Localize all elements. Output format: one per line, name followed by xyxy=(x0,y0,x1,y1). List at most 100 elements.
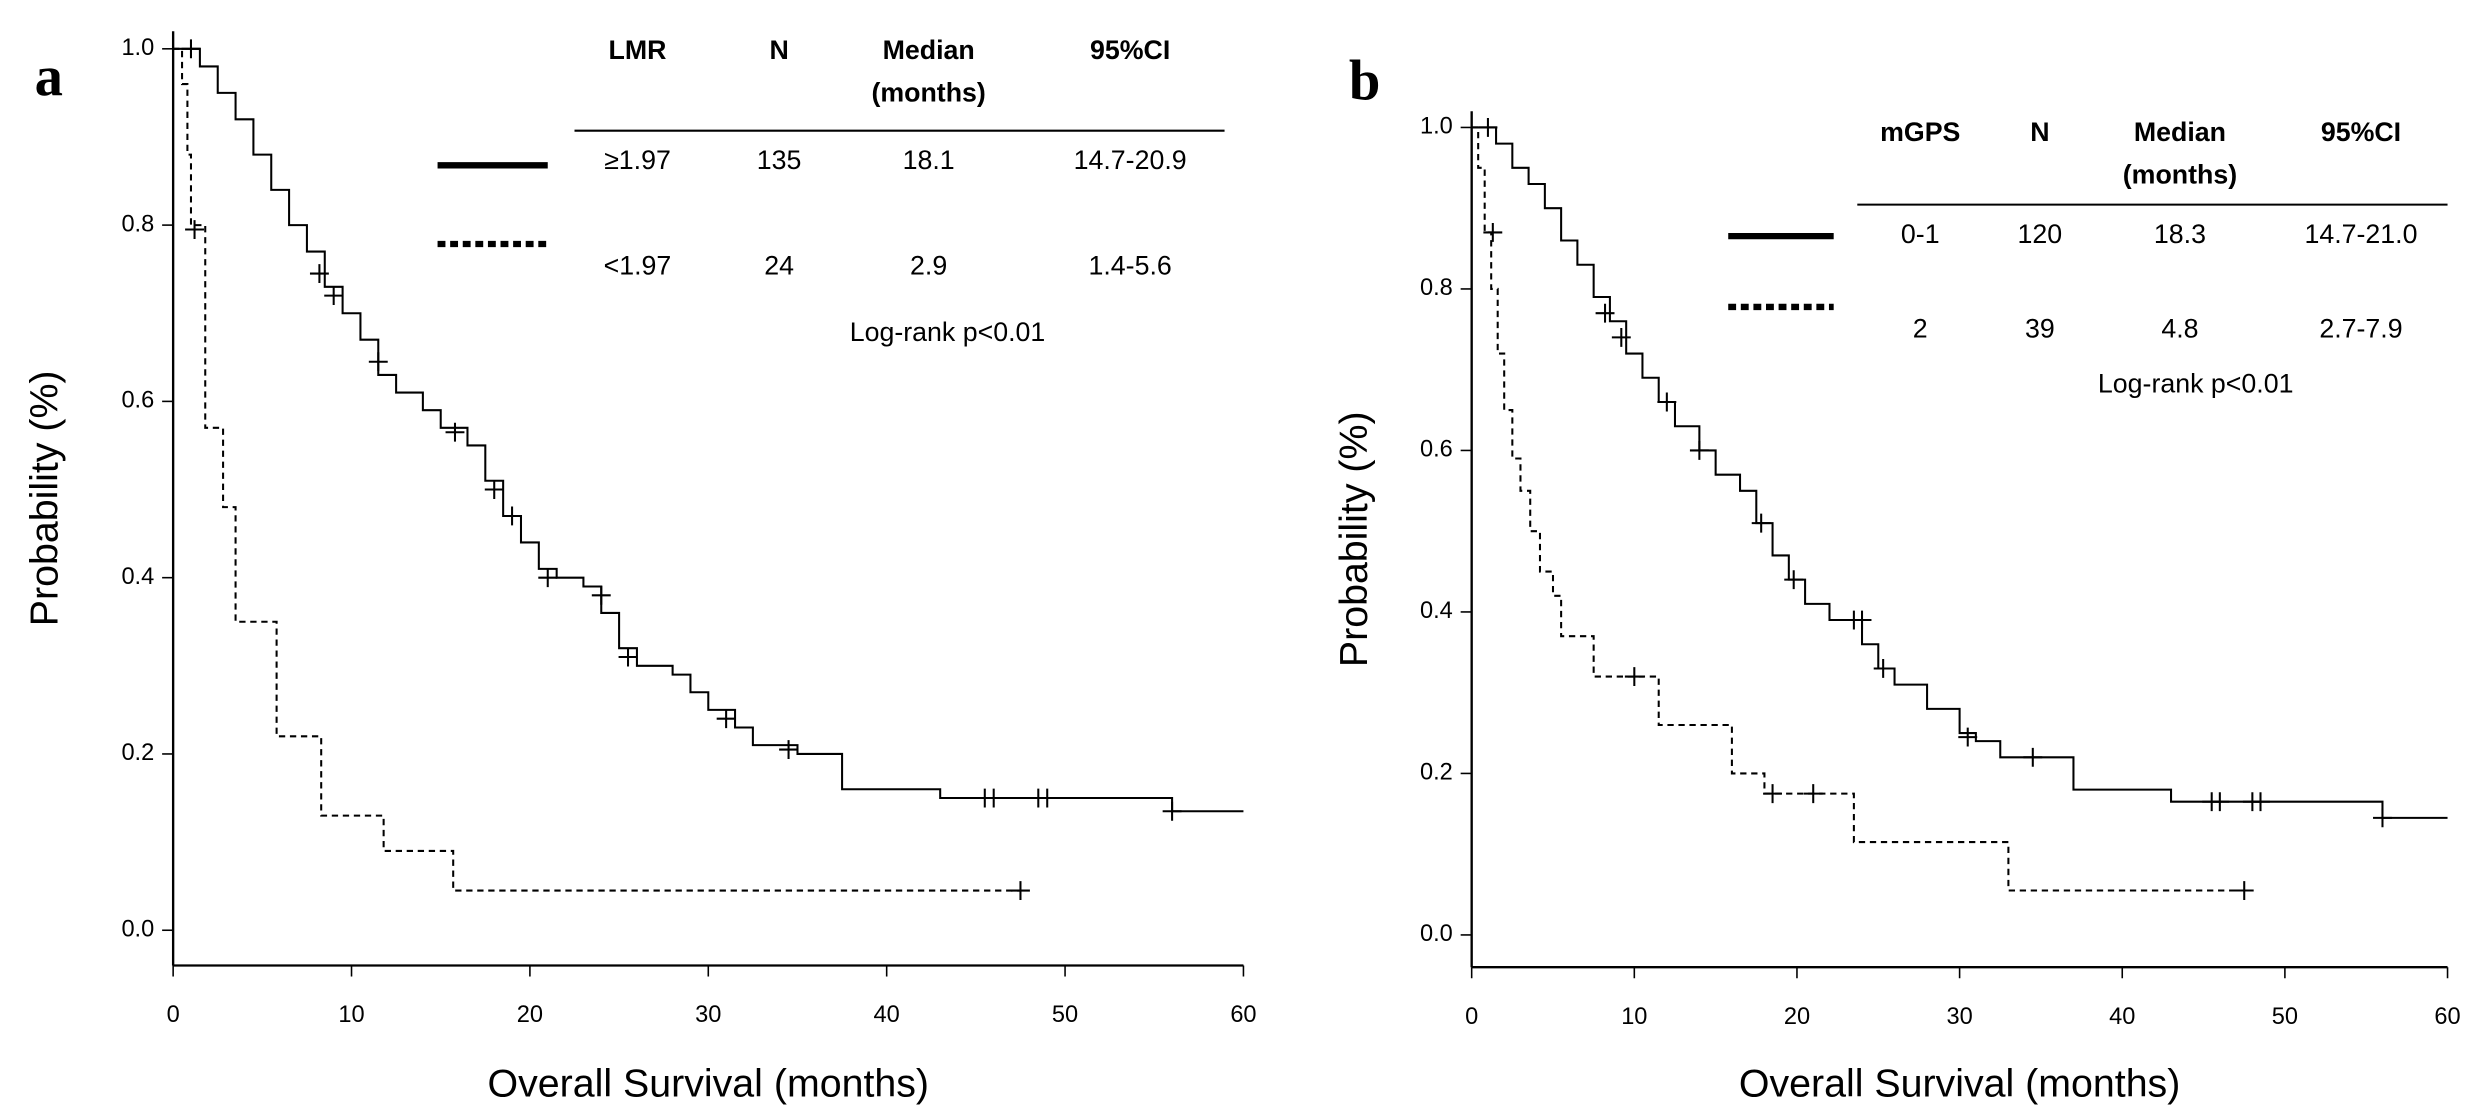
censor-mark xyxy=(1873,659,1893,678)
censor-mark xyxy=(484,480,504,499)
censor-mark xyxy=(1624,667,1644,686)
censor-mark xyxy=(618,647,638,667)
censor-mark xyxy=(324,286,344,306)
x-tick-label: 60 xyxy=(1230,1002,1256,1028)
table-cell: 135 xyxy=(757,145,802,175)
censor-mark xyxy=(2234,881,2254,900)
panel-letter: a xyxy=(35,46,63,108)
x-axis-label: Overall Survival (months) xyxy=(488,1061,929,1105)
table-header: (months) xyxy=(2123,159,2237,189)
censor-mark xyxy=(309,264,329,284)
y-tick-label: 0.2 xyxy=(1420,760,1453,786)
x-tick-label: 0 xyxy=(1465,1004,1478,1030)
table-cell: 39 xyxy=(2025,314,2055,344)
censor-mark xyxy=(1162,801,1182,821)
censor-mark xyxy=(1483,222,1503,242)
censor-mark xyxy=(1689,441,1709,460)
censor-mark xyxy=(368,352,388,372)
censor-mark xyxy=(1803,784,1823,804)
y-tick-label: 0.8 xyxy=(1420,275,1453,301)
x-tick-label: 20 xyxy=(1784,1004,1810,1030)
censor-mark xyxy=(984,788,1004,808)
table-header: N xyxy=(769,35,788,65)
table-header: LMR xyxy=(608,35,666,65)
y-tick-label: 0.4 xyxy=(1420,598,1453,624)
censor-mark xyxy=(1751,513,1771,533)
panel: b 0.0 0.2 0.4 0.6 0.8 1.0 0 10 20 30 40 50 60 Overall … xyxy=(1332,51,2461,1106)
legend-label: 2 xyxy=(1913,314,1928,344)
table-cell: 1.4-5.6 xyxy=(1088,251,1171,281)
censor-mark xyxy=(1595,303,1615,323)
x-tick-label: 50 xyxy=(1052,1002,1078,1028)
table-header: Median xyxy=(883,35,975,65)
y-tick-label: 0.2 xyxy=(121,740,154,766)
table-cell: 2.9 xyxy=(910,251,947,281)
censor-mark xyxy=(2210,792,2230,812)
x-tick-label: 10 xyxy=(338,1002,364,1028)
table-header: (months) xyxy=(871,78,985,108)
y-axis-label: Probability (%) xyxy=(23,370,67,626)
censor-mark xyxy=(779,740,799,759)
censor-mark xyxy=(445,422,465,442)
annotation: Log-rank p<0.01 xyxy=(850,317,1046,347)
panel-letter: b xyxy=(1349,51,1381,113)
censor-mark xyxy=(538,568,558,588)
survival-curve xyxy=(173,47,1021,892)
censor-mark xyxy=(502,506,522,526)
survival-curve xyxy=(173,47,1244,813)
table-cell: 18.3 xyxy=(2154,219,2206,249)
y-tick-label: 0.8 xyxy=(121,211,154,237)
y-tick-label: 1.0 xyxy=(1420,114,1453,140)
table-header: mGPS xyxy=(1880,117,1960,147)
y-axis-label: Probability (%) xyxy=(1332,411,1376,667)
censor-mark xyxy=(1478,118,1498,137)
censor-mark xyxy=(716,709,736,729)
x-tick-label: 10 xyxy=(1621,1004,1647,1030)
censor-mark xyxy=(181,39,201,59)
censor-mark xyxy=(1763,784,1783,804)
legend-label: 0-1 xyxy=(1901,219,1940,249)
table-cell: 14.7-20.9 xyxy=(1074,145,1187,175)
y-tick-label: 0.4 xyxy=(121,564,154,590)
x-tick-label: 50 xyxy=(2272,1004,2298,1030)
table-cell: 24 xyxy=(764,251,794,281)
table-header: Median xyxy=(2134,117,2226,147)
survival-curve xyxy=(1471,126,2245,892)
y-tick-label: 1.0 xyxy=(121,35,154,61)
table-cell: 2.7-7.9 xyxy=(2319,314,2402,344)
table-cell: 4.8 xyxy=(2161,314,2198,344)
censor-mark xyxy=(185,220,204,239)
table-cell: 18.1 xyxy=(903,145,955,175)
table-header: 95%CI xyxy=(1090,35,1170,65)
table-cell: 14.7-21.0 xyxy=(2304,219,2417,249)
censor-mark xyxy=(1011,881,1030,901)
x-tick-label: 40 xyxy=(874,1002,900,1028)
censor-mark xyxy=(2251,792,2270,812)
censor-mark xyxy=(591,585,611,605)
y-tick-label: 0.0 xyxy=(121,916,154,942)
x-axis-label: Overall Survival (months) xyxy=(1739,1061,2180,1105)
y-tick-label: 0.6 xyxy=(1420,437,1453,463)
legend-label: <1.97 xyxy=(604,251,672,281)
censor-mark xyxy=(1611,327,1631,347)
censor-mark xyxy=(1852,610,1872,630)
table-header: 95%CI xyxy=(2321,117,2401,147)
table-cell: 120 xyxy=(2018,219,2063,249)
x-tick-label: 40 xyxy=(2109,1004,2135,1030)
censor-mark xyxy=(2373,808,2392,828)
legend-label: ≥1.97 xyxy=(604,145,671,175)
x-tick-label: 30 xyxy=(1946,1004,1972,1030)
table-header: N xyxy=(2030,117,2049,147)
annotation: Log-rank p<0.01 xyxy=(2098,369,2294,399)
x-tick-label: 0 xyxy=(167,1002,180,1028)
censor-mark xyxy=(1037,788,1057,808)
censor-mark xyxy=(1784,570,1804,590)
censor-mark xyxy=(2023,747,2043,767)
x-tick-label: 20 xyxy=(517,1002,543,1028)
x-tick-label: 60 xyxy=(2434,1004,2460,1030)
survival-curve xyxy=(1471,126,2448,819)
y-tick-label: 0.6 xyxy=(121,388,154,414)
y-tick-label: 0.0 xyxy=(1420,921,1453,947)
censor-mark xyxy=(1958,727,1978,747)
